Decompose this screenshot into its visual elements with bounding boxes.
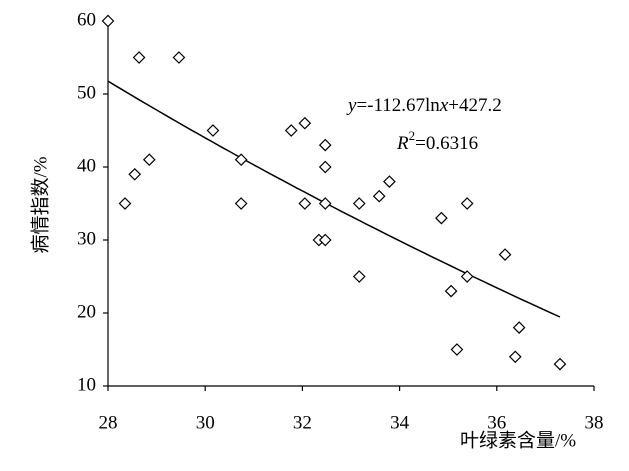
r-squared: R2=0.6316: [396, 128, 478, 154]
eq-mid: =-112.67ln: [356, 95, 440, 116]
point: [234, 153, 248, 167]
point: [318, 160, 332, 174]
point: [318, 138, 332, 152]
x-tick-label: 30: [196, 412, 215, 433]
x-tick-label: 38: [585, 412, 604, 433]
point: [352, 197, 366, 210]
point: [352, 270, 366, 283]
point: [460, 197, 474, 210]
x-tick-label: 34: [390, 412, 410, 433]
point: [444, 284, 458, 298]
y-tick-label: 40: [77, 155, 96, 176]
y-axis-label: 病情指数/%: [29, 156, 51, 253]
point: [435, 211, 448, 225]
y-tick-label: 50: [77, 82, 96, 103]
point: [318, 197, 332, 210]
x-tick-label: 32: [293, 412, 312, 433]
point: [284, 124, 298, 137]
point: [172, 51, 186, 64]
point: [460, 270, 474, 283]
x-axis-label: 叶绿素含量/%: [460, 429, 576, 451]
eq-end: +427.2: [448, 95, 501, 116]
point: [450, 343, 464, 356]
point: [298, 197, 312, 210]
point: [142, 153, 156, 167]
point: [498, 248, 512, 261]
eq-x: x: [439, 95, 449, 116]
r-letter: R: [396, 133, 409, 154]
point: [128, 167, 142, 181]
point: [206, 124, 220, 137]
y-tick-label: 60: [77, 9, 96, 30]
eq-y: y: [346, 95, 357, 116]
y-tick-label: 20: [77, 301, 96, 322]
y-tick-label: 10: [77, 374, 96, 395]
point: [372, 189, 386, 203]
point: [234, 197, 248, 210]
y-tick-label: 30: [77, 228, 96, 249]
r-sup: 2: [409, 128, 416, 143]
point: [101, 14, 115, 28]
point: [508, 350, 522, 364]
point: [118, 197, 132, 210]
point: [512, 321, 526, 334]
trendline: [107, 80, 561, 318]
x-tick-label: 28: [99, 412, 118, 433]
r-value: =0.6316: [415, 133, 478, 154]
point: [383, 175, 396, 188]
point: [318, 233, 332, 247]
point: [132, 51, 146, 64]
trend-equation: y=-112.67lnx+427.2: [346, 95, 502, 116]
x-tick-label: 36: [487, 412, 506, 433]
point: [553, 357, 567, 371]
point: [298, 116, 312, 130]
